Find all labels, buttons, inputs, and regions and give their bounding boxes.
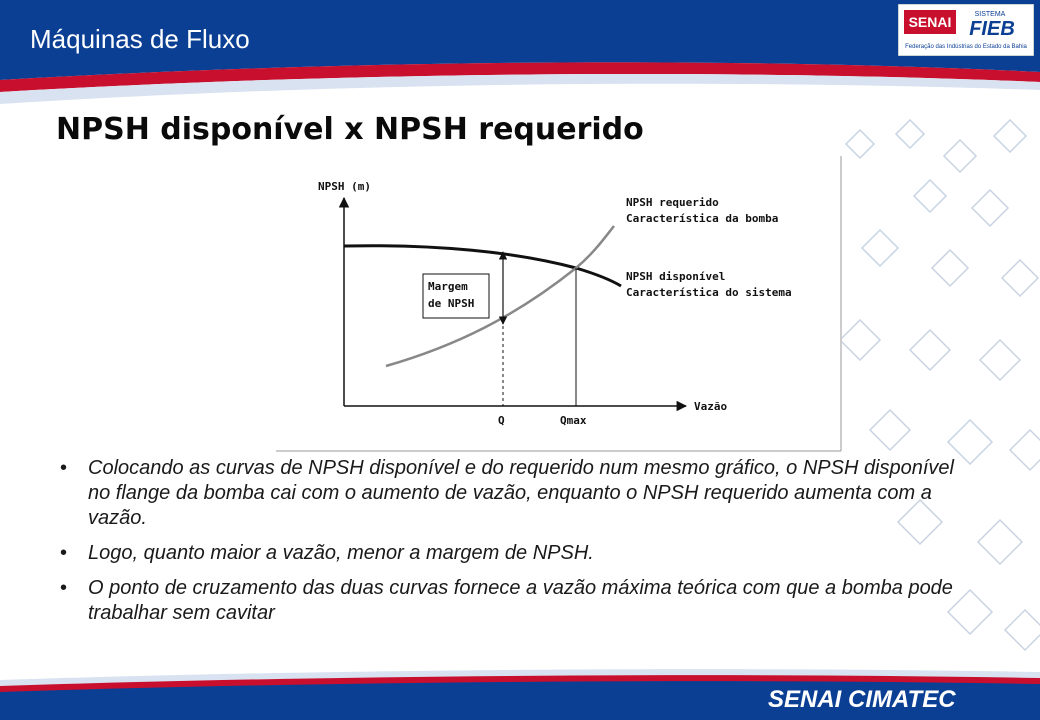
required-label-line1: NPSH requerido <box>626 196 719 209</box>
slide-title: NPSH disponível x NPSH requerido <box>56 112 644 147</box>
y-axis-label: NPSH (m) <box>318 180 371 193</box>
margin-label-box <box>422 273 490 319</box>
bullet-text: O ponto de cruzamento das duas curvas fo… <box>88 577 953 624</box>
footer-band <box>0 669 1040 720</box>
logo-sistema-text: SISTEMA <box>975 11 1006 18</box>
bullet-dot: • <box>60 457 68 479</box>
npsh-diagram: NPSH (m) Vazão Margem de NPSH Q Qmax NPS… <box>276 156 842 452</box>
footer-brand: SENAI CIMATEC <box>768 686 956 713</box>
logo-fieb-text: FIEB <box>969 18 1015 40</box>
logo-senai-text: SENAI <box>909 14 952 30</box>
bullet-text: Logo, quanto maior a vazão, menor a marg… <box>88 542 594 564</box>
header-band <box>0 0 1040 104</box>
npsh-available-curve <box>343 244 622 288</box>
logo-subtitle-text: Federação das Indústrias do Estado da Ba… <box>905 44 1027 50</box>
header-title: Máquinas de Fluxo <box>30 24 250 54</box>
bullet-dot: • <box>60 577 68 599</box>
available-label-line2: Característica do sistema <box>626 286 792 299</box>
bullet-list: • Colocando as curvas de NPSH disponível … <box>60 456 960 636</box>
bullet-text: Colocando as curvas de NPSH disponível e… <box>88 457 954 529</box>
required-label-line2: Característica da bomba <box>626 212 778 225</box>
diamond-pattern <box>838 118 1040 652</box>
margin-label-line2: de NPSH <box>428 297 474 310</box>
bullet-item: • Logo, quanto maior a vazão, menor a mar… <box>60 541 960 566</box>
npsh-required-curve <box>385 225 615 368</box>
margin-label-line1: Margem <box>428 280 468 293</box>
senai-fieb-logo: SENAI SISTEMA FIEB Federação das Indústr… <box>898 4 1034 56</box>
x-tick-qmax: Qmax <box>560 414 587 427</box>
x-tick-q: Q <box>498 414 505 427</box>
x-axis-label: Vazão <box>694 400 727 413</box>
bullet-item: • Colocando as curvas de NPSH disponível … <box>60 456 960 531</box>
available-label-line1: NPSH disponível <box>626 270 725 283</box>
bullet-item: • O ponto de cruzamento das duas curvas f… <box>60 576 960 626</box>
bullet-dot: • <box>60 542 68 564</box>
